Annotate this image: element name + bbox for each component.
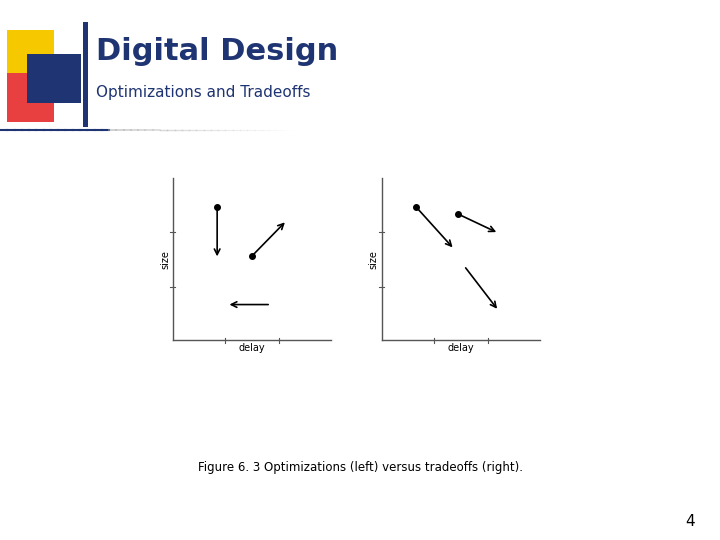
Text: 4: 4	[685, 514, 695, 529]
X-axis label: delay: delay	[448, 343, 474, 353]
X-axis label: delay: delay	[239, 343, 265, 353]
Text: Digital Design: Digital Design	[96, 37, 338, 66]
Text: Optimizations and Tradeoffs: Optimizations and Tradeoffs	[96, 85, 310, 100]
Text: Figure 6. 3 Optimizations (left) versus tradeoffs (right).: Figure 6. 3 Optimizations (left) versus …	[197, 461, 523, 474]
Y-axis label: size: size	[160, 250, 170, 268]
Y-axis label: size: size	[369, 250, 379, 268]
